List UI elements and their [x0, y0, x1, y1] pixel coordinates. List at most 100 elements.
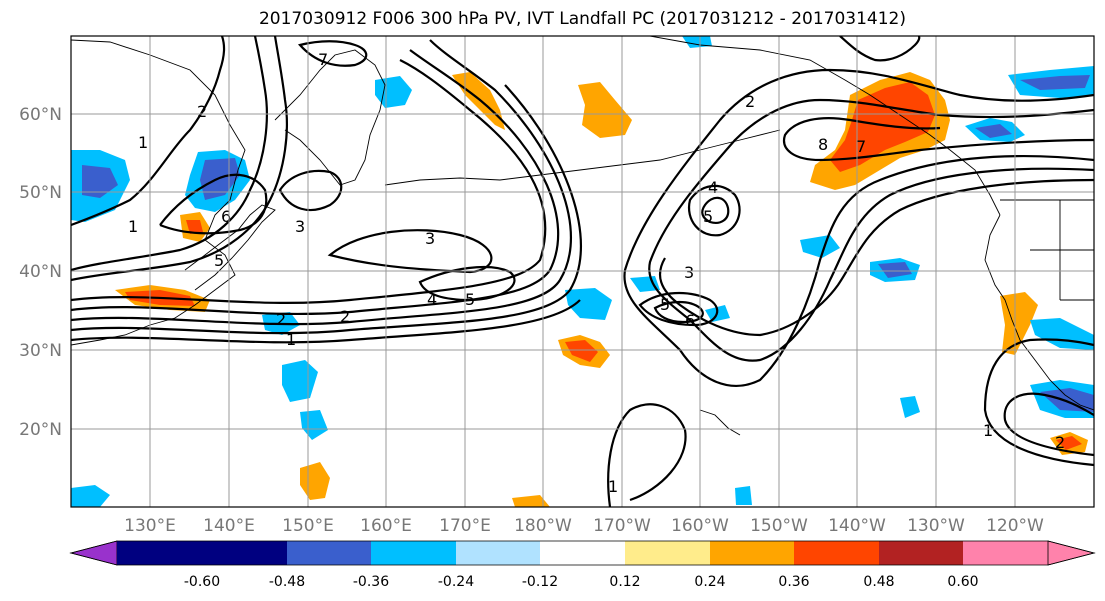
- pv-positive-area: [578, 82, 632, 138]
- pv-contours: [71, 36, 1094, 507]
- contour-line: [687, 184, 741, 237]
- contour-line: [71, 39, 573, 326]
- lon-label: 140°W: [828, 516, 886, 536]
- contour-label: 2: [340, 307, 350, 326]
- colorbar-segment: [710, 541, 794, 565]
- colorbar-segment: [625, 541, 710, 565]
- contour-line: [782, 117, 1094, 162]
- pv-strong-negative-area: [82, 165, 118, 198]
- pv-strong-positive-area: [830, 82, 935, 172]
- contour-line: [638, 291, 719, 327]
- contour-label: 4: [708, 178, 718, 197]
- coastline-aleutians: [384, 129, 781, 186]
- pv-strong-negative-area: [878, 262, 912, 278]
- colorbar-tick-label: 0.36: [778, 574, 809, 590]
- contour-line: [71, 59, 547, 304]
- contour-label: 1: [983, 421, 993, 440]
- lon-label: 160°E: [360, 516, 412, 536]
- lon-label: 150°W: [750, 516, 808, 536]
- contour-label: 3: [684, 263, 694, 282]
- colorbar-tick-label: 0.12: [609, 574, 640, 590]
- contour-label: 3: [295, 217, 305, 236]
- contour-line: [71, 49, 560, 316]
- coastline-north-america: [984, 214, 1094, 411]
- contour-label: 5: [214, 251, 224, 270]
- contour-label: 2: [745, 92, 755, 111]
- lon-label: 170°W: [593, 516, 651, 536]
- colorbar-outline: [69, 540, 1096, 566]
- colorbar-segment: [963, 541, 1048, 565]
- pv-shading: [71, 36, 1094, 507]
- contour-label: 1: [128, 217, 138, 236]
- contour-label: 2: [197, 102, 207, 121]
- colorbar-arrow-left: [69, 540, 118, 566]
- lon-label: 160°W: [671, 516, 729, 536]
- lat-label: 20°N: [19, 420, 62, 440]
- contour-line: [1003, 392, 1094, 457]
- contour-label: 5: [660, 295, 670, 314]
- pv-strong-positive-area: [1056, 436, 1082, 450]
- contour-label: 5: [465, 290, 475, 309]
- graticule: [71, 36, 1094, 507]
- colorbar-segment: [540, 541, 625, 565]
- pv-negative-area: [71, 485, 110, 507]
- pv-negative-area: [375, 76, 412, 108]
- coastline-kamchatka: [274, 49, 386, 186]
- lon-label: 180°W: [514, 516, 572, 536]
- contour-line: [983, 338, 1094, 467]
- contour-line: [327, 229, 493, 274]
- colorbar-segment: [879, 541, 963, 565]
- coastline-asia: [71, 39, 246, 346]
- lat-label: 60°N: [19, 105, 62, 125]
- colorbar-tick-label: 0.60: [947, 574, 978, 590]
- contour-line: [623, 68, 1094, 387]
- contour-line: [71, 299, 581, 344]
- pv-negative-area: [565, 288, 612, 320]
- latitude-labels: 60°N 50°N 40°N 30°N 20°N: [19, 105, 62, 440]
- coastline-hawaii: [699, 409, 741, 436]
- contour-label: 6: [221, 207, 231, 226]
- pv-negative-area: [735, 486, 752, 505]
- lon-label: 130°W: [907, 516, 965, 536]
- pv-strong-negative-area: [1020, 75, 1090, 90]
- lon-label: 130°E: [124, 516, 176, 536]
- lat-label: 50°N: [19, 183, 62, 203]
- pv-positive-area: [512, 495, 550, 507]
- lon-label: 140°E: [203, 516, 255, 536]
- colorbar-segment: [371, 541, 456, 565]
- contour-label: 8: [818, 135, 828, 154]
- contour-line: [648, 98, 1094, 362]
- lon-label: 170°E: [439, 516, 491, 536]
- contour-label: 4: [427, 290, 437, 309]
- contour-line: [71, 36, 226, 227]
- pv-strong-negative-area: [975, 124, 1012, 138]
- pv-positive-area: [1000, 292, 1038, 355]
- colorbar-segment: [202, 541, 287, 565]
- pv-negative-area: [900, 396, 920, 418]
- contour-line: [159, 173, 268, 235]
- contour-line: [418, 266, 516, 302]
- colorbar-tick-label: -0.60: [184, 574, 220, 590]
- colorbar-segment: [287, 541, 371, 565]
- map-plot-area: 2 3 4 5 2 1 1 6 5 3 7 2 1 2 8 7 4 5 3 5 …: [71, 36, 1094, 507]
- coastline-alaska: [649, 36, 1001, 216]
- contour-label: 5: [703, 207, 713, 226]
- map-frame: [70, 35, 1095, 508]
- contour-labels: 2 3 4 5 2 1 1 6 5 3 7 2 1 2 8 7 4 5 3 5 …: [128, 50, 1065, 496]
- pv-negative-area: [282, 360, 318, 402]
- contour-label: 2: [276, 310, 286, 329]
- contour-label: 1: [138, 133, 148, 152]
- colorbar-segment: [456, 541, 540, 565]
- colorbar-tick-label: -0.12: [522, 574, 558, 590]
- contour-label: 2: [1055, 433, 1065, 452]
- colorbar-tick-label: 0.48: [863, 574, 894, 590]
- contour-line: [71, 36, 268, 272]
- contour-label: 7: [318, 50, 328, 69]
- map-title: 2017030912 F006 300 hPa PV, IVT Landfall…: [258, 9, 906, 29]
- state-borders: [1000, 199, 1094, 301]
- lon-label: 150°E: [282, 516, 334, 536]
- pv-strong-negative-area: [1040, 388, 1094, 412]
- contour-line: [701, 196, 730, 224]
- pv-strong-positive-area: [186, 220, 203, 234]
